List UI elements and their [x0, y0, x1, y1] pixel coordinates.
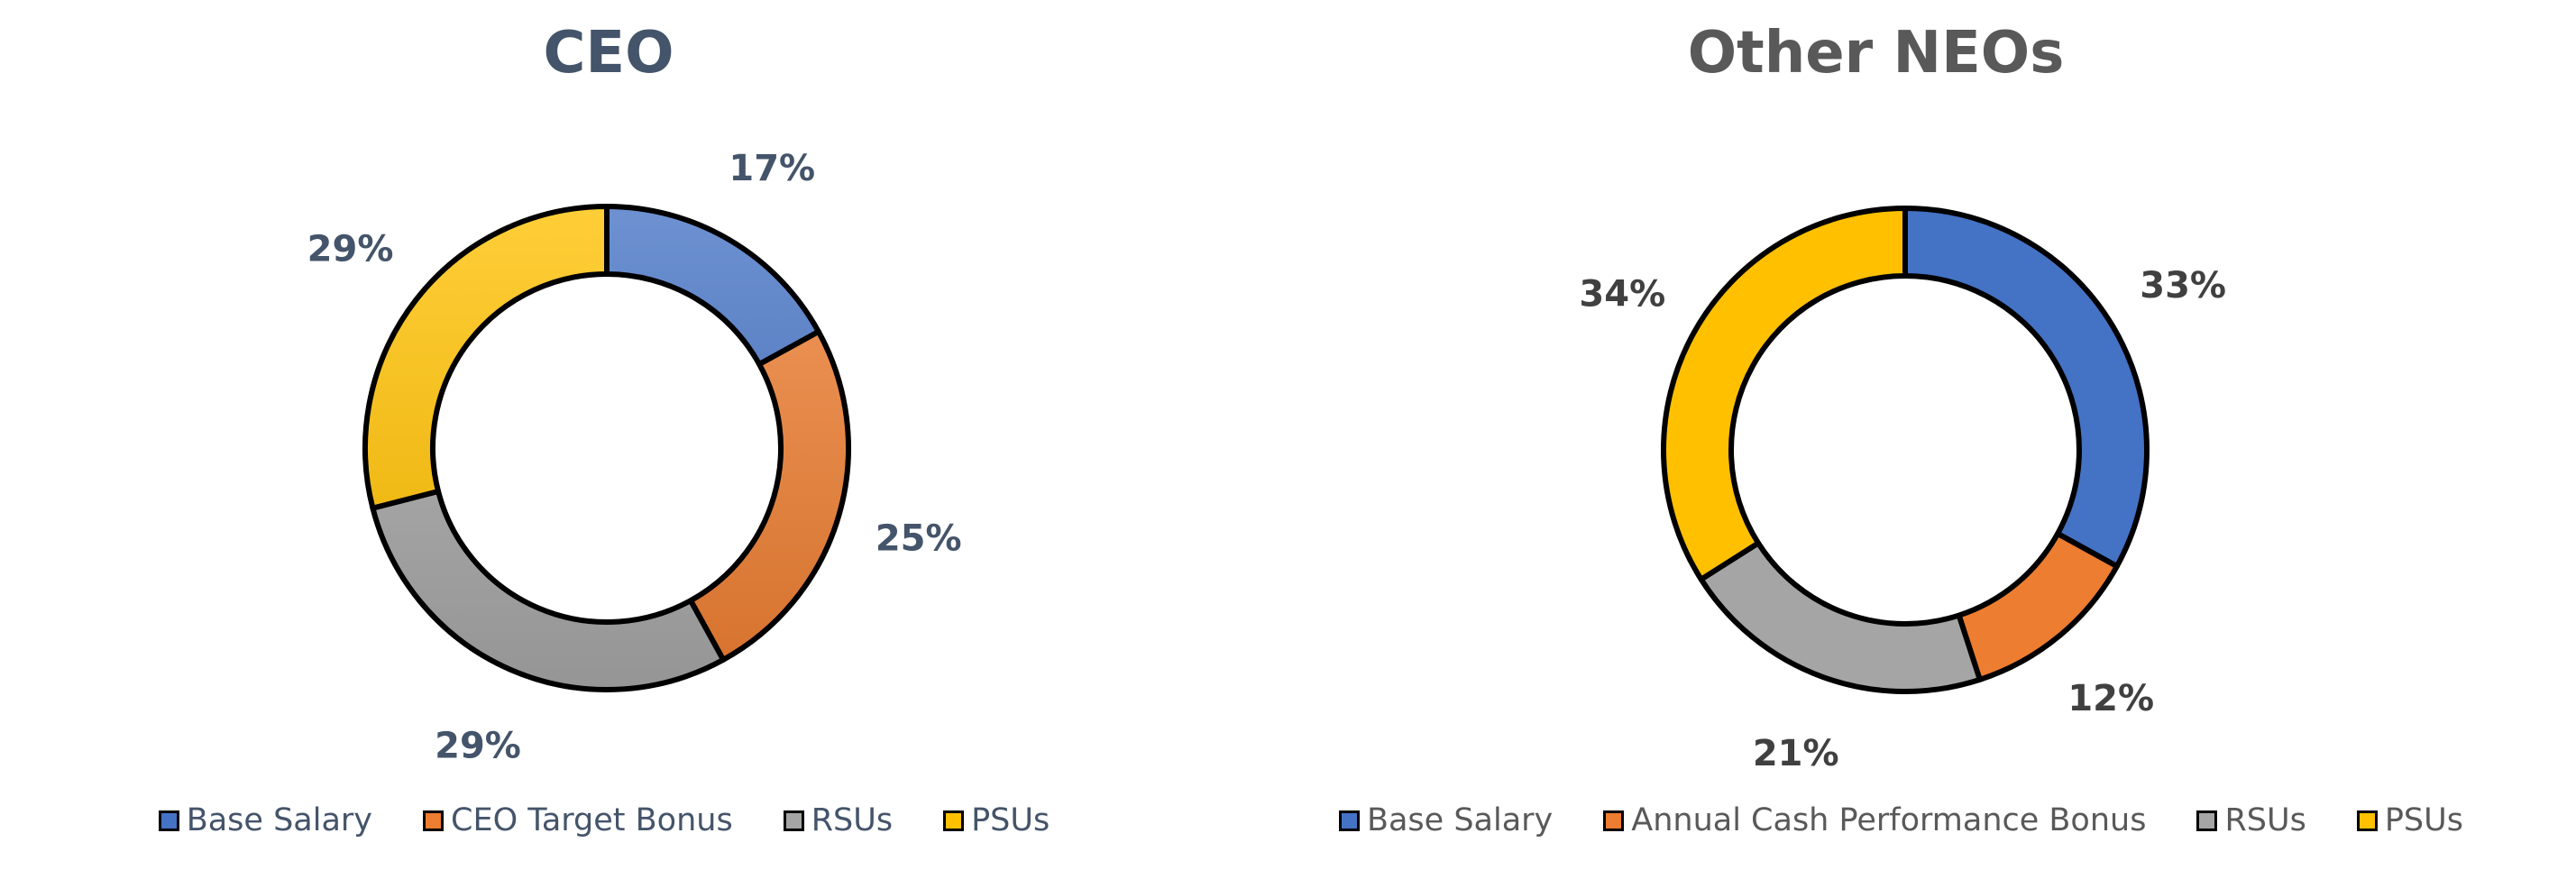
- other-neos-donut-chart: 33% 12% 21% 34%: [1579, 206, 2226, 774]
- legend-item-base-salary: Base Salary: [158, 802, 373, 838]
- legend-label: PSUs: [971, 802, 1050, 838]
- legend-label: RSUs: [811, 802, 894, 838]
- legend-swatch: [1603, 810, 1625, 831]
- legend-label: Base Salary: [186, 802, 373, 838]
- data-label-rsus: 29%: [435, 725, 521, 766]
- donut-slice-base-salary: [604, 204, 821, 368]
- donut-slice-psus: [1661, 206, 1908, 582]
- legend-item-psus: PSUs: [943, 802, 1050, 838]
- legend-swatch: [1338, 810, 1360, 831]
- data-label-psus: 34%: [1579, 274, 1665, 316]
- chart-title: CEO: [543, 20, 674, 87]
- data-label-bonus: 12%: [2067, 678, 2154, 719]
- legend-swatch: [423, 810, 445, 831]
- legend-label: RSUs: [2224, 802, 2306, 838]
- other-neos-chart-panel: Other NEOs 33% 12% 21% 34% Base Salary Annu…: [1262, 0, 2576, 879]
- legend-label: Base Salary: [1366, 802, 1554, 838]
- legend-swatch: [2356, 810, 2378, 831]
- chart-legend: Base Salary Annual Cash Performance Bonu…: [1244, 802, 2558, 838]
- legend-item-target-bonus: CEO Target Bonus: [423, 802, 733, 838]
- data-label-rsus: 21%: [1753, 733, 1839, 774]
- legend-label: Annual Cash Performance Bonus: [1631, 802, 2147, 838]
- data-label-base-salary: 17%: [729, 148, 815, 189]
- data-label-base-salary: 33%: [2140, 265, 2226, 307]
- donut-slice-base-salary: [1902, 206, 2150, 570]
- data-label-bonus: 25%: [875, 517, 962, 559]
- legend-swatch: [158, 810, 179, 831]
- ceo-chart-panel: CEO 17% 25% 29% 29% Base Salary CEO Target …: [0, 0, 1262, 879]
- chart-legend: Base Salary CEO Target Bonus RSUs PSUs: [0, 802, 1235, 838]
- legend-item-rsus: RSUs: [783, 802, 894, 838]
- donut-slice-bonus: [1956, 530, 2120, 682]
- data-label-psus: 29%: [307, 228, 394, 270]
- donut-slice-bonus: [687, 328, 851, 663]
- legend-swatch: [783, 810, 804, 831]
- ceo-donut-chart: 17% 25% 29% 29%: [307, 148, 962, 766]
- legend-item-cash-bonus: Annual Cash Performance Bonus: [1603, 802, 2146, 838]
- donut-slice-psus: [362, 204, 610, 511]
- legend-label: PSUs: [2384, 802, 2464, 838]
- legend-item-rsus: RSUs: [2196, 802, 2306, 838]
- legend-label: CEO Target Bonus: [451, 802, 733, 838]
- legend-swatch: [943, 810, 965, 831]
- legend-item-psus: PSUs: [2356, 802, 2464, 838]
- donut-slice-rsus: [1698, 540, 1983, 694]
- legend-item-base-salary: Base Salary: [1338, 802, 1554, 838]
- chart-title: Other NEOs: [1687, 20, 2065, 87]
- legend-swatch: [2196, 810, 2218, 831]
- donut-slice-rsus: [370, 488, 727, 692]
